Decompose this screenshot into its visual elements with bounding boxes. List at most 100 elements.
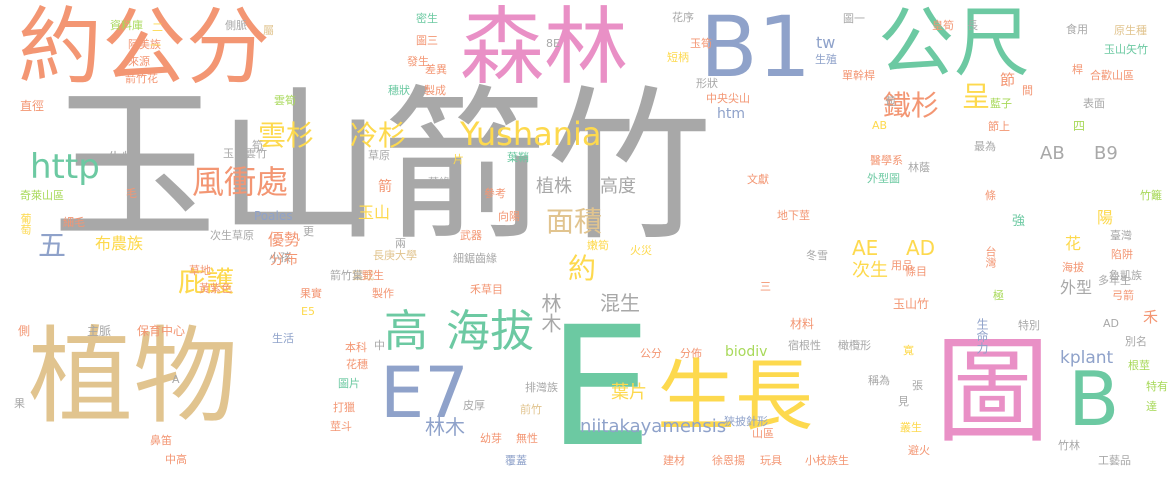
word-176: 向陽 [498, 210, 520, 223]
word-163: 製成 [424, 84, 446, 97]
word-26: 林木 [538, 293, 562, 333]
word-21: 植株 [536, 176, 572, 197]
word-49: Poales [254, 209, 293, 223]
word-156: 表面 [1083, 97, 1105, 110]
word-144: 分佈 [680, 347, 702, 360]
word-55: 奇萊山區 [20, 189, 64, 202]
word-52: 來源 [128, 55, 150, 68]
word-97: 生命力 [975, 318, 989, 354]
word-15: 風衝處 [192, 163, 289, 201]
word-102: 稱為 [868, 374, 890, 387]
word-61: 次生草原 [210, 229, 254, 242]
word-87: 魯凱族 [1109, 269, 1142, 282]
word-168: 圖一 [843, 12, 865, 25]
word-101: 橄欖形 [838, 339, 871, 352]
word-120: 打獵 [333, 401, 355, 414]
word-115: 側 [18, 324, 31, 338]
word-76: 四 [1073, 119, 1086, 133]
word-18: 鐵杉 [883, 89, 940, 122]
word-64: 花序 [672, 11, 694, 24]
word-108: 根莖 [1128, 359, 1150, 372]
word-165: 雲筍 [274, 94, 296, 107]
word-105: 叢生 [900, 421, 922, 434]
word-46: 生物 [108, 151, 136, 167]
word-13: Yushania [460, 115, 602, 153]
word-70: 節 [1000, 71, 1016, 89]
word-1: 植物 [28, 316, 239, 438]
word-4: B1 [700, 0, 812, 96]
word-142: 無性 [516, 432, 538, 445]
word-3: 森林 [460, 0, 629, 96]
word-85: 海拔 [1062, 261, 1084, 274]
word-27: 混生 [600, 291, 640, 315]
word-124: 生活 [272, 332, 294, 345]
word-93: 特別 [1018, 319, 1040, 332]
word-119: 莖斗 [330, 420, 352, 433]
word-112: 工藝品 [1098, 454, 1131, 467]
word-92: 弓箭 [1112, 289, 1134, 302]
word-37: 次生 [852, 260, 888, 281]
word-82: 竹籬 [1140, 189, 1162, 202]
word-50: 資料庫 [110, 19, 143, 32]
word-129: 長庚大學 [373, 249, 417, 262]
word-155: 合歡山區 [1090, 69, 1134, 82]
word-75: 最為 [974, 140, 996, 153]
word-74: 節上 [988, 120, 1010, 133]
word-184: 中 [374, 339, 385, 352]
word-107: 寬 [903, 344, 914, 357]
word-137: 三 [760, 280, 771, 293]
word-12: 海拔 [446, 306, 534, 357]
word-162: 差異 [425, 63, 447, 76]
word-32: 葉片 [611, 382, 647, 403]
word-41: 布農族 [95, 234, 144, 253]
word-122: 花穗 [346, 358, 368, 371]
word-127: 製作 [372, 287, 394, 300]
word-17: 冷杉 [350, 119, 407, 152]
word-11: 高 [384, 306, 428, 357]
word-5: 公尺 [878, 0, 1030, 87]
word-187: 更 [303, 225, 314, 238]
word-131: 禾草目 [470, 283, 503, 296]
word-62: 玉山雲竹 [223, 147, 267, 160]
word-153: 原生種 [1114, 24, 1147, 37]
word-169: 長 [967, 19, 978, 32]
word-35: biodiv [725, 344, 768, 360]
word-73: 藍子 [990, 97, 1012, 110]
word-166: 屬 [263, 24, 274, 37]
word-135: 小孩 [269, 251, 291, 264]
word-44: 玉山 [358, 203, 391, 222]
word-106: 避火 [908, 444, 930, 457]
word-47: tw [816, 33, 836, 52]
word-34: niitakayamensis [580, 416, 727, 437]
word-181: 林蔭 [908, 161, 930, 174]
word-177: 片 [453, 153, 464, 166]
word-59: 黃紫色 [199, 282, 232, 295]
word-57: 細毛 [63, 216, 85, 229]
word-154: 玉山矢竹 [1104, 43, 1148, 56]
word-38: 外型 [1060, 278, 1093, 297]
word-31: B9 [1094, 143, 1118, 164]
word-60: 草地 [189, 264, 211, 277]
word-172: 火災 [630, 244, 652, 257]
word-63: 草原 [368, 149, 390, 162]
word-72: 苞 [885, 95, 896, 108]
word-16: 雲杉 [258, 119, 315, 152]
word-30: AB [1040, 143, 1065, 164]
word-40: 花 [1065, 234, 1082, 253]
word-79: 文獻 [747, 173, 769, 186]
word-117: 鼻笛 [150, 434, 172, 447]
word-95: 別名 [1125, 335, 1147, 348]
word-143: 公分 [640, 347, 662, 360]
word-152: 食用 [1066, 23, 1088, 36]
word-132: 細鋸齒緣 [453, 252, 497, 265]
word-83: 台灣 [984, 246, 997, 268]
word-111: 竹林 [1058, 439, 1080, 452]
word-65: 短柄 [667, 51, 689, 64]
word-96: 禾 [1143, 308, 1159, 326]
word-174: 葉緣 [428, 176, 450, 189]
word-22: 高度 [600, 176, 636, 197]
word-113: 主脈 [87, 324, 112, 338]
word-149: 徐恩揚 [712, 454, 745, 467]
word-164: 穗狀 [388, 84, 410, 97]
word-94: AD [1103, 317, 1119, 330]
